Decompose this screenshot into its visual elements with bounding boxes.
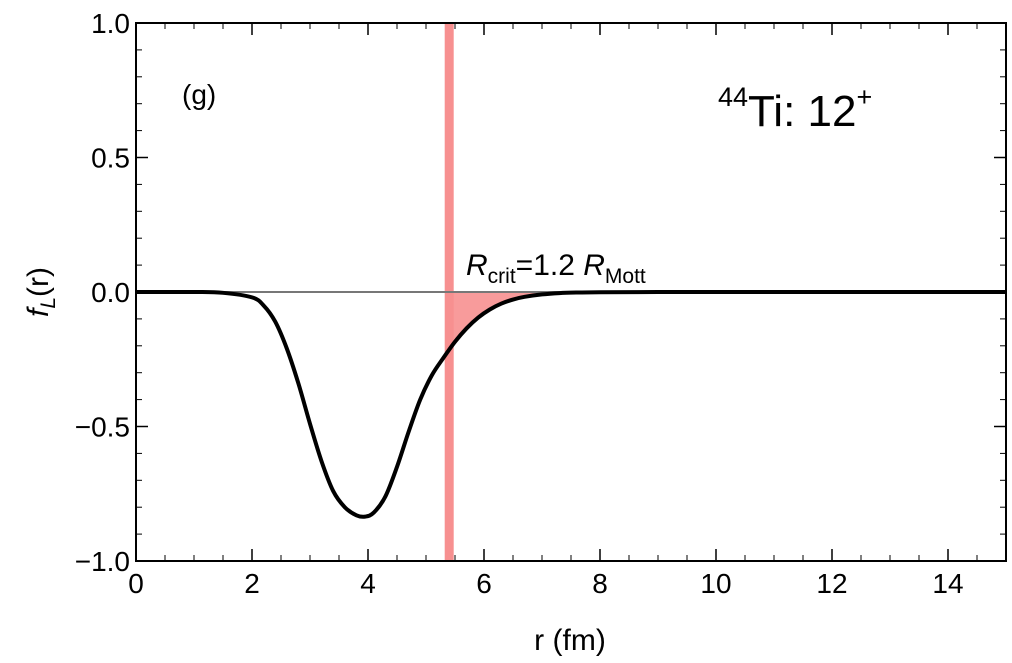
x-tick-label: 10 <box>700 568 731 599</box>
panel-label: (g) <box>182 79 216 110</box>
y-tick-label: 0.5 <box>91 143 130 174</box>
x-tick-label: 0 <box>128 568 144 599</box>
critical-sub: crit <box>488 265 516 288</box>
shaded-region <box>449 292 600 350</box>
nucleus-label: 44Ti: 12+ <box>718 82 872 136</box>
x-tick-label: 4 <box>360 568 376 599</box>
y-axis-arg: (r) <box>22 267 55 297</box>
mott-sub: Mott <box>605 265 646 288</box>
y-tick-label: −0.5 <box>75 412 130 443</box>
series-layer <box>136 289 1006 519</box>
shaded-region-layer <box>449 292 600 350</box>
y-tick-label: 0.0 <box>91 277 130 308</box>
critical-eq: =1.2 <box>516 249 584 282</box>
nucleus-mass-number: 44 <box>718 82 748 112</box>
ticks-layer: 0 2 4 6 8 10 12 14 −1.0 −0.5 0.0 0.5 1.0 <box>75 8 1007 599</box>
y-tick-label: 1.0 <box>91 8 130 39</box>
x-axis-title: r (fm) <box>534 624 606 657</box>
mott-r-symbol: R <box>583 249 605 282</box>
series-curve <box>136 289 1006 519</box>
nucleus-element: Ti: 12 <box>748 87 856 136</box>
y-tick-label: −1.0 <box>75 546 130 577</box>
x-tick-label: 8 <box>592 568 608 599</box>
y-axis-sub: L <box>37 297 60 309</box>
nucleus-parity: + <box>856 82 872 112</box>
x-tick-label: 14 <box>932 568 963 599</box>
critical-r-symbol: R <box>466 249 488 282</box>
x-tick-label: 2 <box>244 568 260 599</box>
y-axis-f: f <box>22 306 55 317</box>
x-tick-label: 6 <box>476 568 492 599</box>
y-axis-title: fL(r) <box>22 267 60 317</box>
x-tick-label: 12 <box>816 568 847 599</box>
critical-radius-label: Rcrit=1.2 RMott <box>466 249 646 288</box>
